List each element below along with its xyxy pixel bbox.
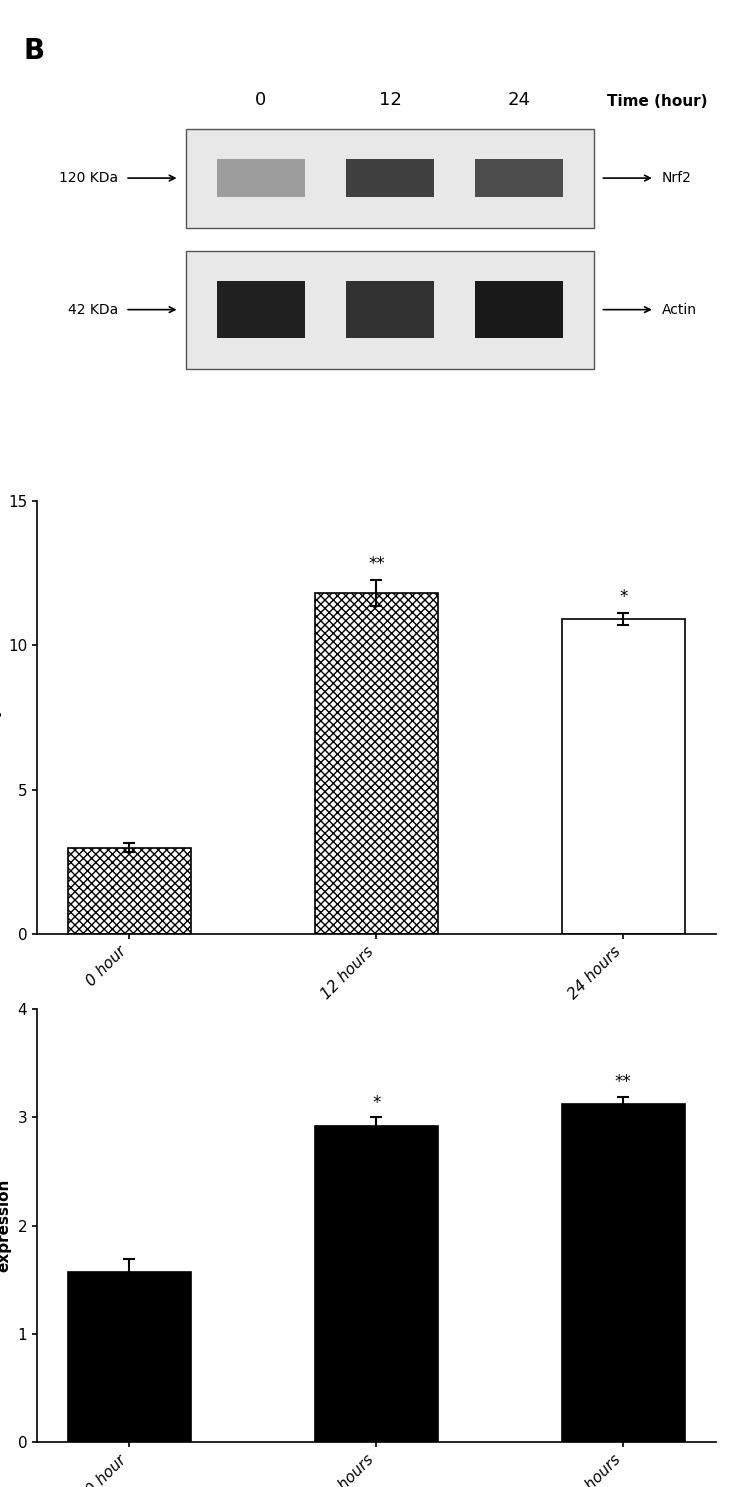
Bar [475,281,563,338]
Text: **: ** [615,1074,632,1091]
Text: Actin: Actin [661,303,697,317]
Bar [217,281,305,338]
Y-axis label: Flourscence intensity
(arbitary units): Flourscence intensity (arbitary units) [0,626,2,809]
Text: B: B [24,37,44,65]
Bar [346,159,434,198]
Bar [68,848,191,934]
Bar [346,281,434,338]
Text: Nrf2: Nrf2 [661,171,692,184]
Text: *: * [372,1094,381,1112]
Bar [475,159,563,198]
Text: 0: 0 [255,91,266,110]
Bar [186,250,593,369]
Bar [314,593,438,934]
Bar [68,1273,191,1442]
Bar [562,1105,685,1442]
Text: 24: 24 [508,91,531,110]
Text: **: ** [368,555,384,572]
Bar [186,128,593,228]
Bar [217,159,305,198]
Text: Time (hour): Time (hour) [607,95,708,110]
Y-axis label: Relative Nrf2 mRNA
expression: Relative Nrf2 mRNA expression [0,1141,12,1312]
Text: 12: 12 [379,91,401,110]
Text: *: * [619,589,627,607]
Bar [314,1126,438,1442]
Text: 42 KDa: 42 KDa [68,303,118,317]
Bar [562,619,685,934]
Text: 120 KDa: 120 KDa [59,171,118,184]
